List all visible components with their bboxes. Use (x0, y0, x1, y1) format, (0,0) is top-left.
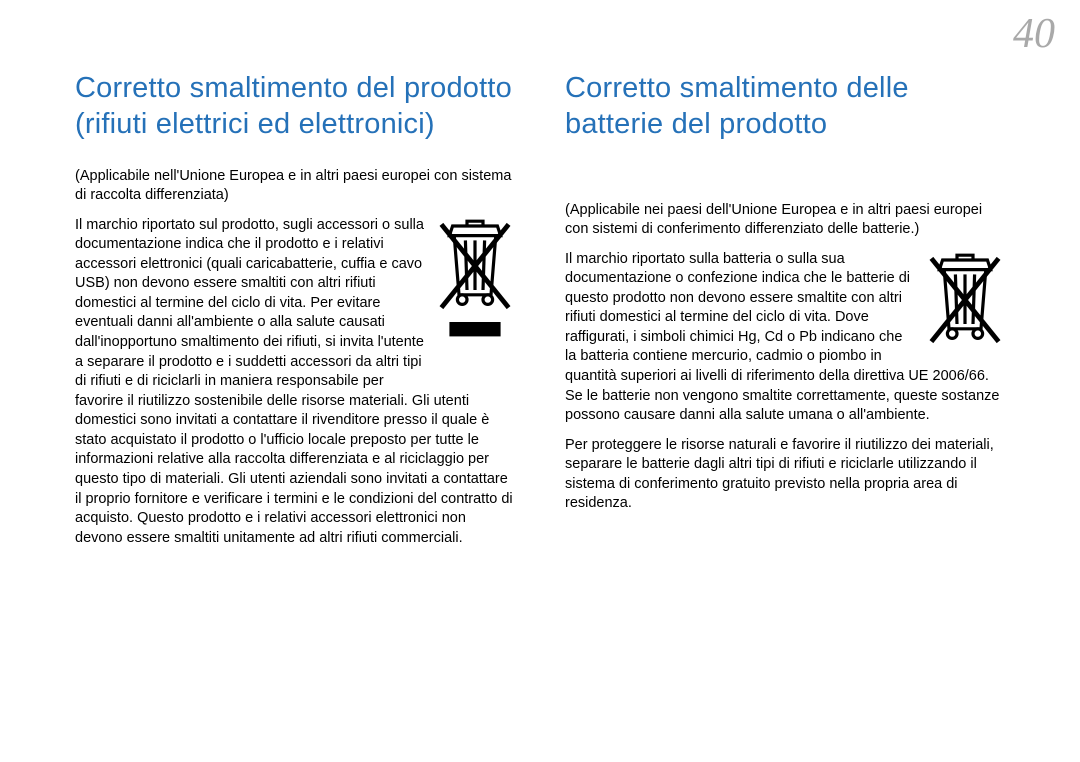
right-body-text-2: Per proteggere le risorse naturali e fav… (565, 436, 1005, 514)
weee-bin-crossed-icon (925, 252, 1005, 348)
left-column: Corretto smaltimento del prodotto(rifiut… (75, 70, 515, 548)
right-heading: Corretto smaltimento delle batterie del … (565, 70, 1005, 143)
left-note: (Applicabile nell'Unione Europea e in al… (75, 167, 515, 206)
left-heading: Corretto smaltimento del prodotto(rifiut… (75, 70, 515, 143)
right-column: Corretto smaltimento delle batterie del … (565, 70, 1005, 548)
page-number: 40 (1013, 10, 1055, 58)
right-note: (Applicabile nei paesi dell'Unione Europ… (565, 201, 1005, 240)
content-columns: Corretto smaltimento del prodotto(rifiut… (75, 70, 1005, 548)
right-body-block: Il marchio riportato sulla batteria o su… (565, 250, 1005, 514)
left-body-block: Il marchio riportato sul prodotto, sugli… (75, 216, 515, 549)
weee-bin-crossed-bar-icon (435, 218, 515, 383)
